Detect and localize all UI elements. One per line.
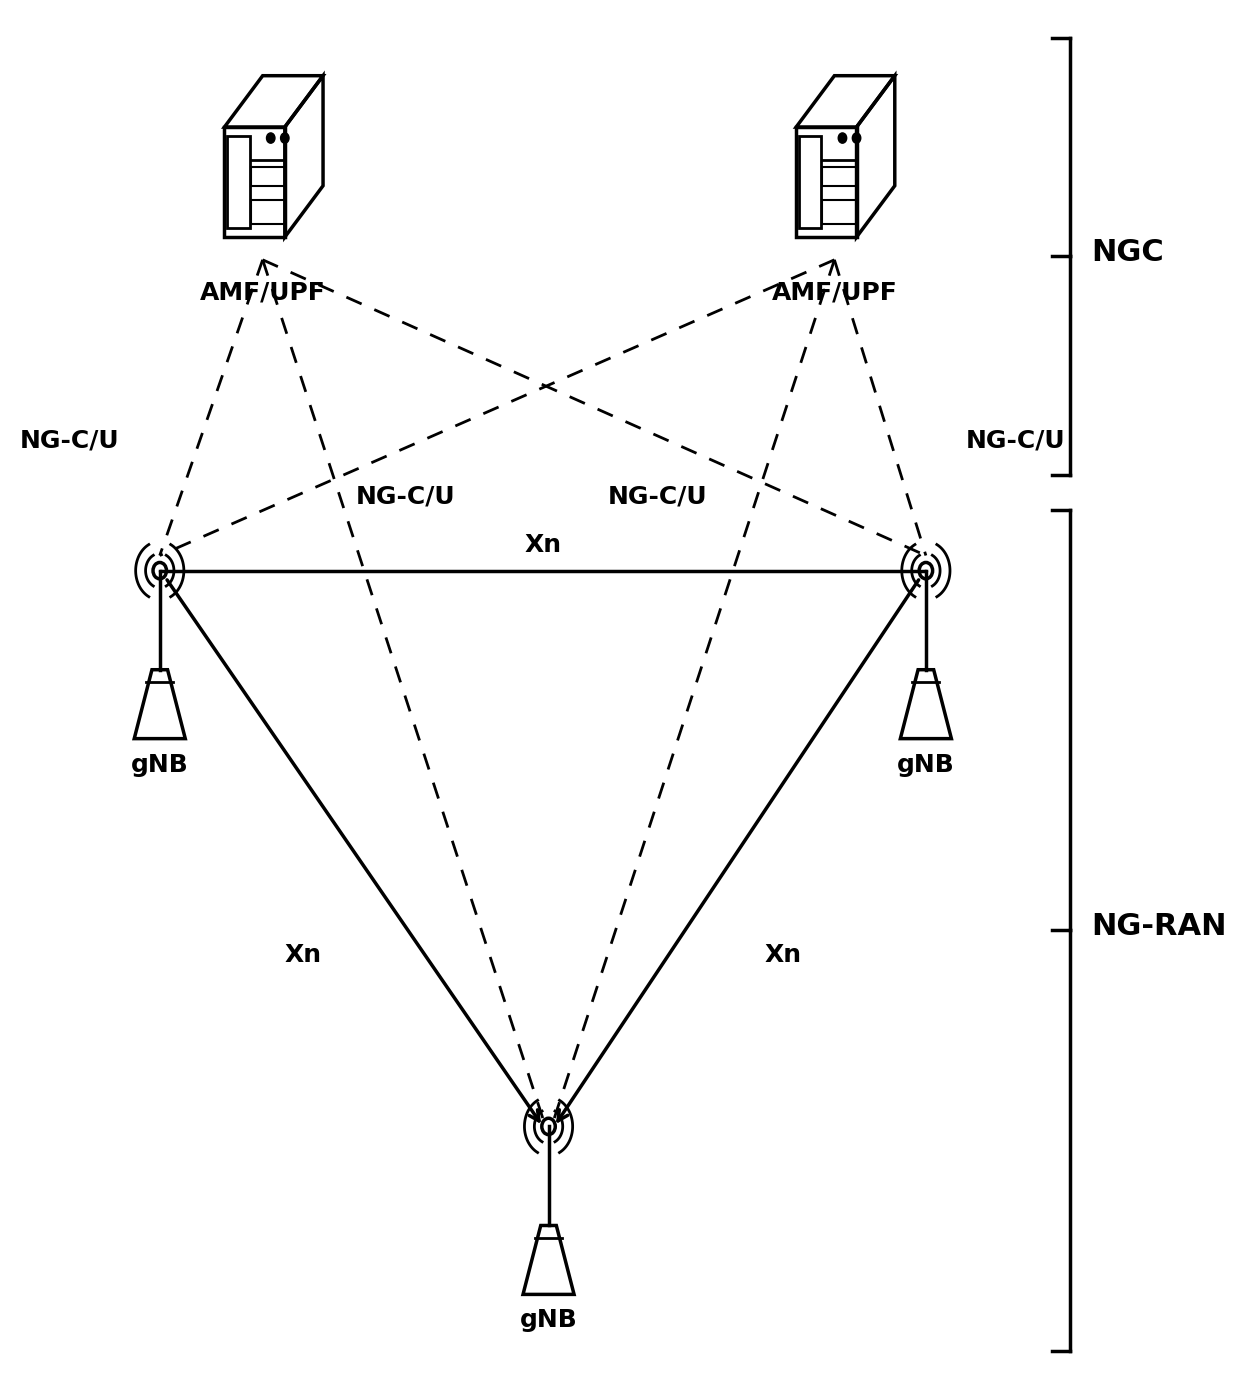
Circle shape xyxy=(280,133,289,144)
Circle shape xyxy=(852,133,861,144)
Text: NGC: NGC xyxy=(1091,239,1164,268)
Text: AMF/UPF: AMF/UPF xyxy=(771,280,898,304)
Circle shape xyxy=(838,133,847,144)
Text: NG-RAN: NG-RAN xyxy=(1091,912,1228,942)
Text: NG-C/U: NG-C/U xyxy=(356,484,455,508)
Text: Xn: Xn xyxy=(525,533,562,557)
Text: NG-C/U: NG-C/U xyxy=(608,484,707,508)
Text: gNB: gNB xyxy=(131,752,188,777)
Text: NG-C/U: NG-C/U xyxy=(966,428,1065,452)
Text: gNB: gNB xyxy=(897,752,955,777)
Text: gNB: gNB xyxy=(520,1309,578,1332)
Text: AMF/UPF: AMF/UPF xyxy=(200,280,326,304)
Text: NG-C/U: NG-C/U xyxy=(20,428,120,452)
Text: Xn: Xn xyxy=(764,943,801,967)
Text: Xn: Xn xyxy=(284,943,321,967)
Circle shape xyxy=(267,133,275,144)
